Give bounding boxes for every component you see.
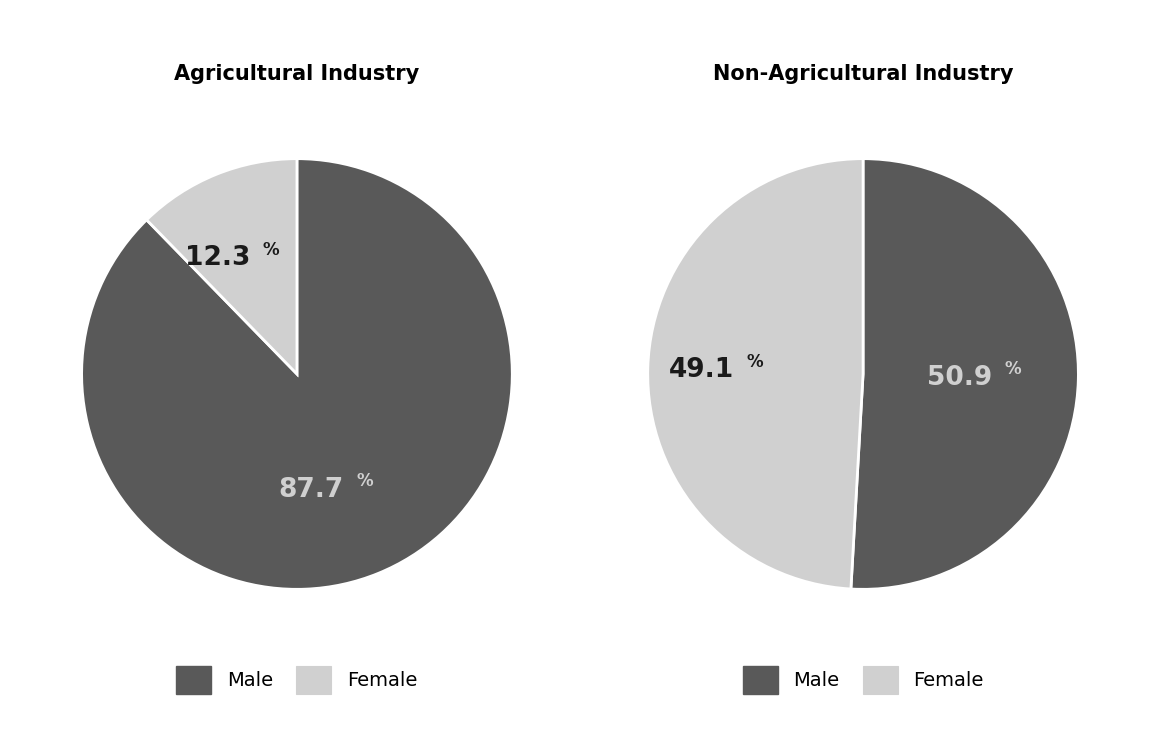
Text: %: % — [262, 241, 280, 259]
Title: Agricultural Industry: Agricultural Industry — [174, 64, 420, 84]
Text: %: % — [747, 353, 763, 371]
Legend: Male, Female: Male, Female — [733, 657, 993, 703]
Text: %: % — [357, 472, 374, 490]
Text: 50.9: 50.9 — [927, 365, 992, 390]
Wedge shape — [81, 159, 513, 589]
Wedge shape — [146, 159, 297, 374]
Text: 12.3: 12.3 — [184, 245, 249, 272]
Text: 87.7: 87.7 — [278, 476, 345, 503]
Wedge shape — [851, 159, 1079, 589]
Title: Non-Agricultural Industry: Non-Agricultural Industry — [712, 64, 1014, 84]
Text: %: % — [1005, 360, 1022, 378]
Legend: Male, Female: Male, Female — [167, 657, 427, 703]
Text: 49.1: 49.1 — [668, 358, 734, 383]
Wedge shape — [647, 159, 863, 589]
